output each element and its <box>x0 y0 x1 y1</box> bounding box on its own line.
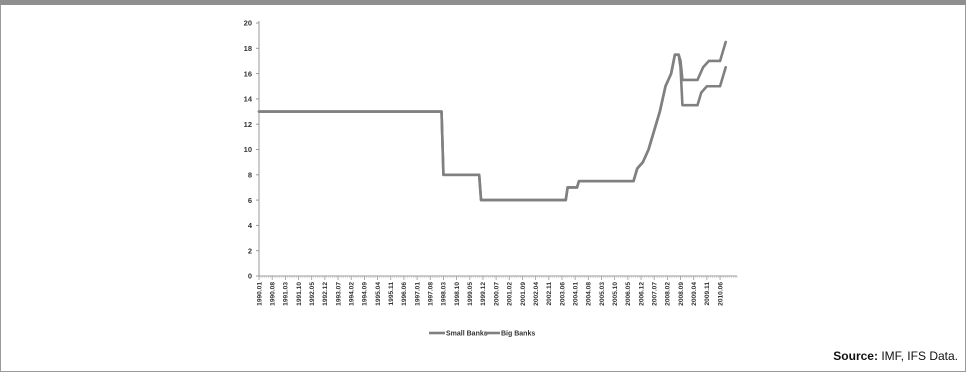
legend-label: Small Banks <box>446 331 488 338</box>
x-tick-label: 1994.02 <box>349 282 356 306</box>
x-tick-label: 1995.11 <box>388 282 395 306</box>
y-tick-label: 10 <box>244 145 252 154</box>
legend-label: Big Banks <box>501 331 535 338</box>
x-tick-label: 2006.12 <box>638 282 645 306</box>
x-tick-label: 2001.02 <box>507 282 514 306</box>
x-tick-label: 2001.09 <box>520 282 527 306</box>
y-tick-label: 14 <box>244 95 253 104</box>
series-line-big-banks <box>257 40 728 202</box>
x-tick-label: 2002.11 <box>546 282 553 306</box>
top-rule <box>0 0 966 5</box>
series-lines <box>257 40 728 202</box>
y-axis: 0 2 4 6 8 10 12 14 16 18 20 <box>244 19 260 281</box>
x-tick-label: 1993.07 <box>335 282 342 306</box>
x-tick-label: 2010.06 <box>717 282 724 306</box>
y-tick-label: 4 <box>248 221 253 230</box>
x-tick-label: 1997.08 <box>428 282 435 306</box>
x-tick-label: 2002.04 <box>533 282 540 306</box>
x-tick-label: 1995.04 <box>375 282 382 306</box>
x-tick-label: 2004.01 <box>572 282 579 306</box>
x-tick-label: 1996.06 <box>401 282 408 306</box>
source-label: Source: <box>833 349 878 363</box>
y-tick-label: 18 <box>244 44 252 53</box>
y-tick-label: 2 <box>248 246 252 255</box>
y-tick-label: 16 <box>244 69 252 78</box>
x-tick-label: 1992.12 <box>322 282 329 306</box>
x-tick-label: 1990.01 <box>256 282 263 306</box>
x-tick-label: 1991.03 <box>283 282 290 306</box>
x-tick-label: 2005.10 <box>612 282 619 306</box>
x-tick-label: 2009.04 <box>691 282 698 306</box>
y-tick-label: 6 <box>248 196 252 205</box>
x-tick-label: 1999.05 <box>467 282 474 306</box>
source-text: IMF, IFS Data. <box>881 349 958 363</box>
legend: Small Banks Big Banks <box>429 331 535 338</box>
source-note: Source: IMF, IFS Data. <box>833 349 958 363</box>
x-tick-label: 2000.07 <box>493 282 500 306</box>
y-tick-label: 12 <box>244 120 252 129</box>
x-tick-label: 2008.09 <box>678 282 685 306</box>
y-tick-label: 8 <box>248 171 252 180</box>
x-tick-label: 1990.08 <box>269 282 276 306</box>
x-tick-label: 1999.12 <box>480 282 487 306</box>
x-tick-label: 1998.03 <box>441 282 448 306</box>
x-tick-label: 1992.05 <box>309 282 316 306</box>
x-tick-label: 1994.09 <box>362 282 369 306</box>
x-tick-label: 2008.02 <box>665 282 672 306</box>
x-axis: 1990.01 1990.08 1991.03 1991.10 1992.05 1992.… <box>256 275 738 306</box>
x-tick-label: 1991.10 <box>296 282 303 306</box>
y-tick-label: 0 <box>248 272 252 281</box>
x-tick-label: 1997.01 <box>414 282 421 306</box>
x-tick-label: 1998.10 <box>454 282 461 306</box>
x-tick-label: 2007.07 <box>652 282 659 306</box>
x-tick-label: 2009.11 <box>704 282 711 306</box>
x-tick-label: 2005.03 <box>599 282 606 306</box>
x-tick-label: 2003.06 <box>559 282 566 306</box>
y-tick-label: 20 <box>244 19 252 28</box>
x-tick-label: 2004.08 <box>586 282 593 306</box>
x-tick-label: 2006.05 <box>625 282 632 306</box>
